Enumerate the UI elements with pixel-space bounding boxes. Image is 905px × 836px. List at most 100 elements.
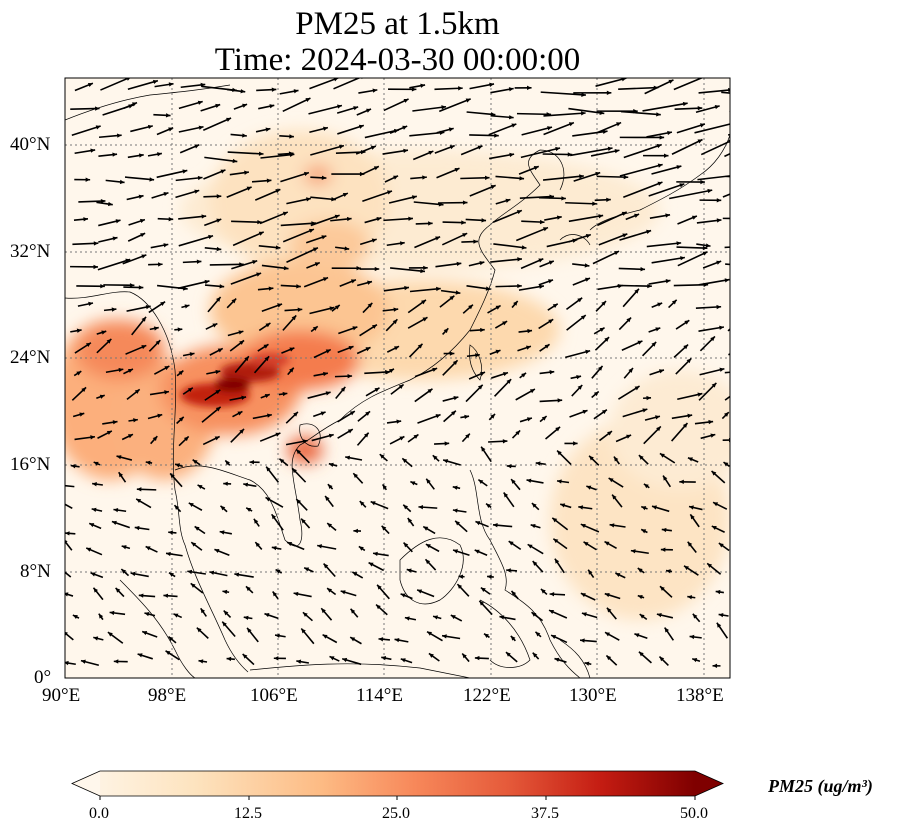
wind-arrow-shaft: [542, 153, 573, 156]
lon-tick-90e: 90°E: [42, 685, 81, 706]
wind-arrow-head: [680, 256, 685, 261]
wind-arrow-head: [551, 635, 557, 640]
wind-arrow-head: [350, 608, 356, 614]
wind-arrow-head: [731, 392, 736, 396]
wind-arrow-head: [656, 613, 662, 618]
wind-arrow-head: [526, 478, 532, 483]
wind-arrow-head: [661, 527, 667, 533]
wind-arrow-head: [347, 429, 353, 434]
wind-arrow-head: [334, 214, 340, 219]
wind-arrow-head: [350, 637, 356, 642]
wind-arrow-head: [489, 82, 495, 87]
wind-arrow-shaft: [677, 251, 708, 267]
wind-arrow-head: [188, 502, 194, 508]
wind-arrow-head: [91, 507, 97, 512]
wind-arrow-head: [743, 345, 748, 349]
wind-arrow-head: [432, 367, 438, 372]
wind-arrow-shaft: [286, 247, 319, 263]
wind-arrow-head: [417, 589, 423, 594]
wind-arrow-head: [535, 461, 541, 466]
wind-arrow-head: [689, 634, 695, 640]
wind-arrow-head: [702, 251, 708, 256]
wind-arrow-head: [548, 260, 554, 265]
wind-arrow-head: [458, 574, 464, 579]
wind-arrow-head: [90, 435, 95, 440]
wind-arrow-head: [449, 145, 455, 150]
wind-arrow-head: [552, 303, 558, 309]
wind-arrow-shaft: [204, 156, 238, 163]
wind-arrow-shaft: [644, 79, 674, 95]
wind-arrow-shaft: [565, 201, 597, 205]
wind-arrow-head: [462, 653, 467, 659]
wind-arrow-head: [642, 408, 648, 413]
wind-arrow-head: [539, 219, 545, 225]
wind-arrow-shaft: [592, 250, 620, 265]
wind-arrow-head: [112, 152, 118, 157]
wind-arrow-head: [136, 498, 142, 504]
wind-arrow-head: [196, 259, 202, 264]
wind-arrow-shaft: [260, 153, 295, 159]
wind-arrow-head: [428, 653, 434, 658]
wind-arrow-head: [663, 153, 669, 158]
wind-arrow-head: [449, 295, 455, 301]
wind-arrow-head: [183, 436, 189, 442]
wind-arrow-head: [282, 391, 288, 397]
wind-arrow-head: [168, 216, 174, 222]
wind-arrow-head: [304, 567, 310, 572]
wind-arrow-head: [710, 433, 716, 438]
wind-arrow-head: [165, 113, 171, 118]
wind-arrow-head: [481, 218, 487, 223]
wind-arrow-head: [93, 636, 99, 641]
wind-arrow-head: [76, 371, 82, 376]
wind-arrow-head: [626, 317, 632, 323]
wind-arrow-shaft: [65, 503, 73, 510]
lat-tick-16n: 16°N: [10, 454, 51, 475]
wind-arrow-shaft: [590, 149, 620, 157]
wind-arrow-head: [535, 631, 541, 637]
wind-arrow-head: [527, 544, 533, 549]
wind-arrow-head: [475, 353, 480, 358]
wind-arrow-head: [413, 434, 419, 439]
wind-arrow-shaft: [493, 243, 527, 249]
wind-arrow-head: [374, 266, 380, 272]
wind-arrow-head: [338, 144, 344, 149]
lon-tick-106e: 106°E: [250, 685, 298, 706]
wind-arrow-head: [173, 613, 179, 618]
wind-arrow-shaft: [516, 112, 552, 116]
wind-arrow-head: [715, 589, 721, 595]
wind-arrow-head: [613, 456, 619, 462]
wind-arrow-head: [321, 608, 326, 614]
wind-arrow-head: [588, 569, 593, 575]
wind-arrow-head: [557, 450, 562, 456]
wind-arrow-head: [396, 419, 402, 424]
wind-arrow-shaft: [388, 195, 418, 204]
wind-arrow-head: [320, 411, 326, 416]
wind-arrow-head: [76, 328, 82, 333]
wind-arrow-head: [287, 541, 293, 546]
wind-arrow-head: [615, 573, 621, 578]
wind-arrow-shaft: [671, 138, 703, 155]
wind-arrow-head: [638, 651, 644, 657]
wind-arrow-shaft: [651, 256, 686, 264]
wind-arrow-head: [557, 479, 562, 484]
wind-arrow-head: [521, 245, 527, 250]
wind-arrow-shaft: [414, 236, 441, 249]
wind-arrow-head: [724, 412, 729, 417]
wind-arrow-head: [554, 558, 560, 564]
wind-arrow-head: [606, 197, 611, 202]
wind-arrow-head: [646, 395, 652, 401]
wind-arrow-head: [168, 82, 174, 87]
wind-arrow-shaft: [441, 232, 468, 246]
wind-arrow-head: [527, 85, 532, 91]
wind-arrow-head: [119, 179, 125, 185]
wind-arrow-head: [549, 592, 555, 597]
wind-arrow-head: [481, 446, 486, 452]
wind-arrow-head: [643, 483, 649, 489]
wind-arrow-head: [510, 635, 516, 641]
wind-arrow-head: [555, 426, 561, 432]
wind-arrow-head: [90, 148, 96, 153]
wind-arrow-head: [634, 213, 640, 218]
wind-arrow-head: [350, 279, 356, 284]
wind-arrow-head: [630, 549, 636, 554]
wind-arrow-head: [92, 482, 97, 487]
